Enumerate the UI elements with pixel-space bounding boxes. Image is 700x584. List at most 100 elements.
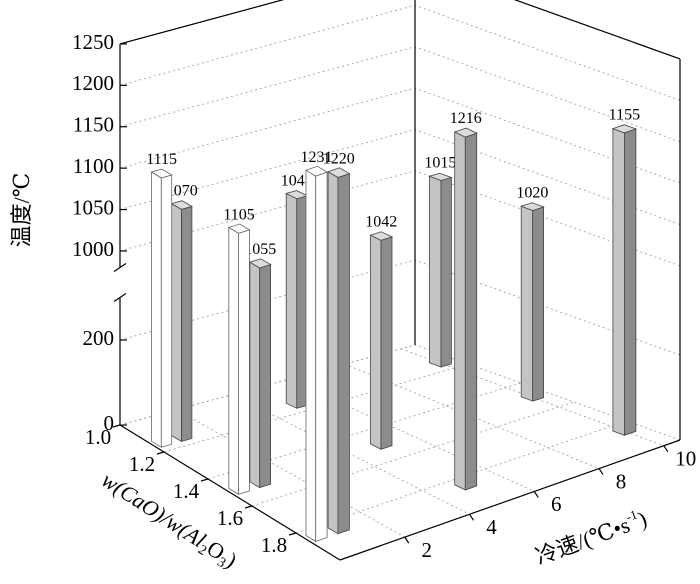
x-tick-label: 1.2	[129, 452, 155, 476]
value-label: 1105	[223, 206, 254, 223]
bar	[285, 190, 309, 409]
bar-face	[611, 124, 638, 134]
value-label: 1070	[166, 183, 198, 200]
bar-face	[519, 202, 545, 211]
x-tick	[112, 424, 121, 428]
x-tick-label: 1.4	[173, 479, 200, 503]
bar-face	[453, 127, 478, 138]
bar-face	[624, 128, 637, 436]
box-edge	[513, 0, 681, 60]
bar-face	[612, 128, 625, 436]
grid-line	[119, 344, 681, 441]
bar-face	[150, 168, 173, 179]
bar-face	[228, 226, 239, 496]
z-tick	[663, 445, 669, 453]
z-axis-title-sup: -1	[624, 507, 639, 525]
grid-line	[175, 409, 405, 538]
grid-line	[119, 46, 681, 143]
x-tick-label: 1.6	[217, 506, 243, 530]
bar-face	[428, 175, 442, 368]
value-label: 1043	[281, 172, 313, 189]
bar-face	[305, 169, 317, 543]
y-tick-label: 1200	[72, 71, 114, 95]
bar-face	[369, 231, 394, 241]
bar-face	[305, 165, 329, 177]
grid-line	[119, 129, 681, 225]
bar-face	[337, 173, 350, 535]
z-tick	[598, 468, 604, 475]
bar-face	[151, 171, 162, 448]
bar-face	[327, 167, 351, 178]
z-tick	[469, 513, 475, 521]
y-tick-label: 1250	[72, 30, 114, 54]
z-axis-title-part: 冷速/(℃•s	[532, 512, 633, 569]
bar-face	[259, 263, 272, 489]
value-label: 1115	[146, 151, 177, 168]
bar-face	[248, 258, 272, 269]
bar	[170, 200, 193, 443]
y-tick-label: 1000	[72, 237, 114, 261]
bar-face	[440, 176, 452, 368]
bar-face	[315, 171, 328, 542]
z-tick-label: 4	[486, 515, 497, 539]
z-axis-title: 冷速/(℃•s-1)	[531, 504, 650, 569]
bar-face	[170, 200, 193, 210]
grid-line	[119, 87, 681, 184]
value-label: 1042	[365, 214, 397, 231]
bar	[248, 258, 272, 489]
z-tick	[533, 491, 539, 498]
bar-face	[227, 223, 251, 234]
bar-face	[285, 192, 298, 409]
bar-face	[181, 205, 193, 442]
bar-face	[249, 261, 261, 489]
grid-line	[119, 170, 681, 267]
bar-face	[464, 132, 478, 491]
bar	[428, 172, 453, 368]
z-tick-label: 10	[675, 447, 696, 471]
x-tick-label: 1.0	[85, 425, 111, 449]
bar-face	[380, 236, 393, 450]
y-tick-label: 1050	[72, 195, 114, 219]
grid-line	[119, 4, 681, 101]
bar	[327, 167, 351, 535]
grid-line	[232, 394, 470, 515]
y-tick-label: 0	[104, 411, 115, 435]
bar	[369, 231, 394, 450]
z-tick-label: 6	[551, 492, 562, 516]
bar-face	[428, 172, 453, 181]
box-edge	[119, 0, 285, 45]
value-label: 1220	[323, 150, 355, 167]
bar-face	[454, 131, 466, 491]
bar-face	[532, 206, 544, 402]
x-tick	[288, 532, 297, 536]
z-tick	[404, 536, 410, 544]
value-label: 1231	[301, 149, 333, 166]
x-tick	[244, 505, 253, 509]
bar	[453, 127, 478, 491]
bar	[611, 124, 638, 436]
bar-face	[327, 170, 339, 535]
x-tick	[156, 451, 165, 455]
value-label: 1155	[609, 106, 640, 123]
y-axis-title: 温度/℃	[9, 173, 34, 248]
bar-face	[520, 205, 534, 402]
grid-line	[251, 401, 575, 507]
value-label: 1020	[516, 184, 548, 201]
axis-break	[113, 293, 127, 302]
bar-face	[160, 174, 173, 448]
y-tick-label: 1150	[73, 113, 114, 137]
floor-edge	[339, 439, 681, 561]
bar	[519, 202, 545, 402]
x-tick-label: 1.8	[261, 533, 287, 557]
value-label: 1015	[424, 155, 456, 172]
floor-edge	[119, 424, 341, 561]
value-label: 1216	[450, 110, 482, 127]
y-tick-label: 200	[83, 326, 115, 350]
bar	[150, 168, 173, 448]
bar-face	[238, 229, 250, 495]
bar-face	[171, 202, 182, 443]
value-label: 1055	[244, 241, 276, 258]
grid-line	[119, 259, 681, 356]
x-tick	[200, 478, 209, 482]
